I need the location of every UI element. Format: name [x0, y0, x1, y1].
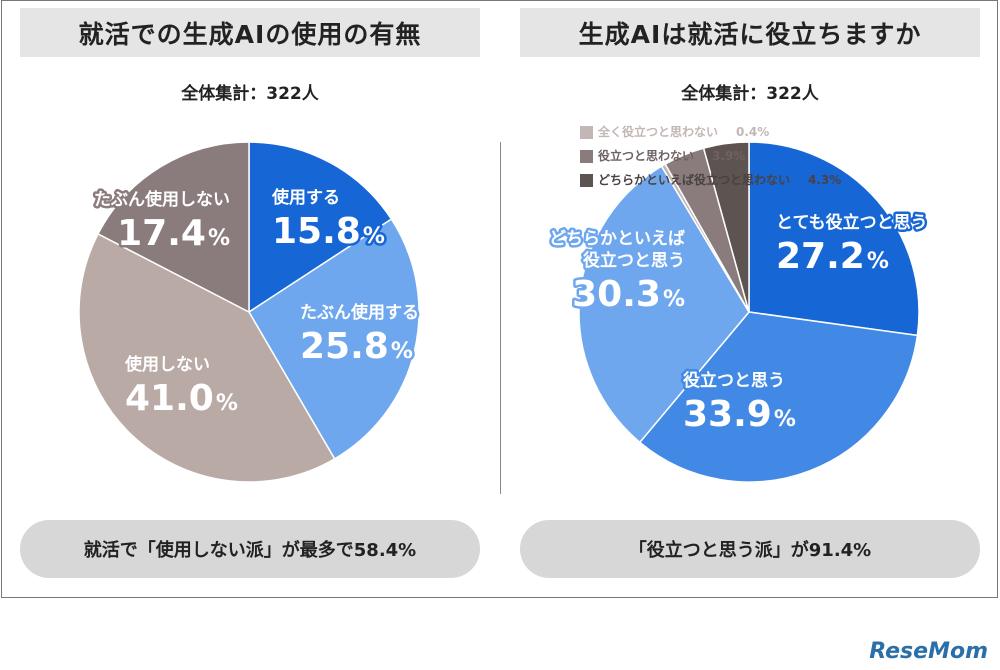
legend-item-not-helpful: 役立つと思わない 3.9% [580, 144, 841, 168]
slice-category-label: 使用しない [124, 354, 210, 375]
slice-value-label: 30.3% [572, 274, 685, 315]
small-slices-legend: 全く役立つと思わない 0.4% 役立つと思わない 3.9% どちらかといえば役立… [580, 120, 841, 192]
right-chart-title: 生成AIは就活に役立ちますか [578, 19, 922, 49]
legend-label: どちらかといえば役立つと思わない [598, 173, 791, 187]
pie-label-0-0: 使用する 15.8% [269, 185, 388, 255]
pie-label-1-1: 役立つと思う 33.9% [681, 368, 799, 438]
slice-value-label: 27.2% [776, 236, 889, 277]
left-total-label: 全体集計：322人 [181, 84, 319, 104]
legend-item-somewhat-not-helpful: どちらかといえば役立つと思わない 4.3% [580, 168, 841, 192]
slice-category-label: とても役立つと思う [776, 212, 928, 233]
slice-category-label: 役立つと思う [683, 370, 785, 391]
right-total-label: 全体集計：322人 [681, 84, 819, 104]
pie-label-1-0: とても役立つと思う 27.2% [774, 210, 931, 280]
legend-value: 3.9% [712, 149, 746, 163]
resemom-logo: ReseMom [869, 639, 988, 664]
slice-value-label: 25.8% [300, 326, 413, 367]
slice-value-label: 33.9% [683, 394, 796, 435]
pie-label-0-2: 使用しない 41.0% [122, 352, 241, 422]
right-summary-text: 「役立つと思う派」が91.4% [628, 540, 872, 561]
panel-divider [500, 142, 501, 494]
pie-slice-0-3 [97, 141, 250, 314]
pie-label-0-1: たぶん使用する 25.8% [298, 300, 422, 370]
legend-item-none-helpful: 全く役立つと思わない 0.4% [580, 120, 841, 144]
pie-slice-1-5 [702, 141, 750, 313]
left-summary-text: 就活で「使用しない派」が最多で58.4% [83, 540, 417, 561]
slice-value-label: 17.4% [117, 213, 230, 254]
right-title-bar: 生成AIは就活に役立ちますか [520, 8, 980, 57]
pie-slice-0-0 [248, 141, 393, 314]
legend-label: 役立つと思わない [598, 149, 695, 163]
left-chart-title: 就活での生成AIの使用の有無 [78, 19, 422, 49]
slice-category-label: 役立つと思う [583, 250, 685, 271]
legend-value: 4.3% [808, 173, 842, 187]
legend-swatch [580, 125, 593, 139]
pie-slice-0-1 [247, 218, 420, 460]
slice-category-label: どちらかといえば [549, 229, 685, 249]
pie-label-0-3: たぶん使用しない 17.4% [92, 187, 233, 257]
left-title-bar: 就活での生成AIの使用の有無 [20, 8, 480, 57]
legend-label: 全く役立つと思わない [598, 125, 719, 139]
left-summary-pill: 就活で「使用しない派」が最多で58.4% [20, 520, 480, 578]
right-summary-pill: 「役立つと思う派」が91.4% [520, 520, 980, 578]
legend-swatch [580, 149, 593, 163]
slice-category-label: たぶん使用しない [94, 189, 230, 210]
pie-slice-1-2 [578, 165, 750, 444]
slice-value-label: 41.0% [125, 378, 238, 419]
legend-swatch [580, 173, 593, 187]
slice-value-label: 15.8% [272, 211, 385, 252]
legend-value: 0.4% [736, 125, 770, 139]
pie-slice-0-2 [78, 232, 336, 483]
slice-category-label: 使用する [271, 187, 340, 208]
slice-category-label: たぶん使用する [300, 302, 419, 323]
pie-slice-1-0 [748, 141, 920, 337]
pie-slice-1-1 [638, 311, 919, 483]
